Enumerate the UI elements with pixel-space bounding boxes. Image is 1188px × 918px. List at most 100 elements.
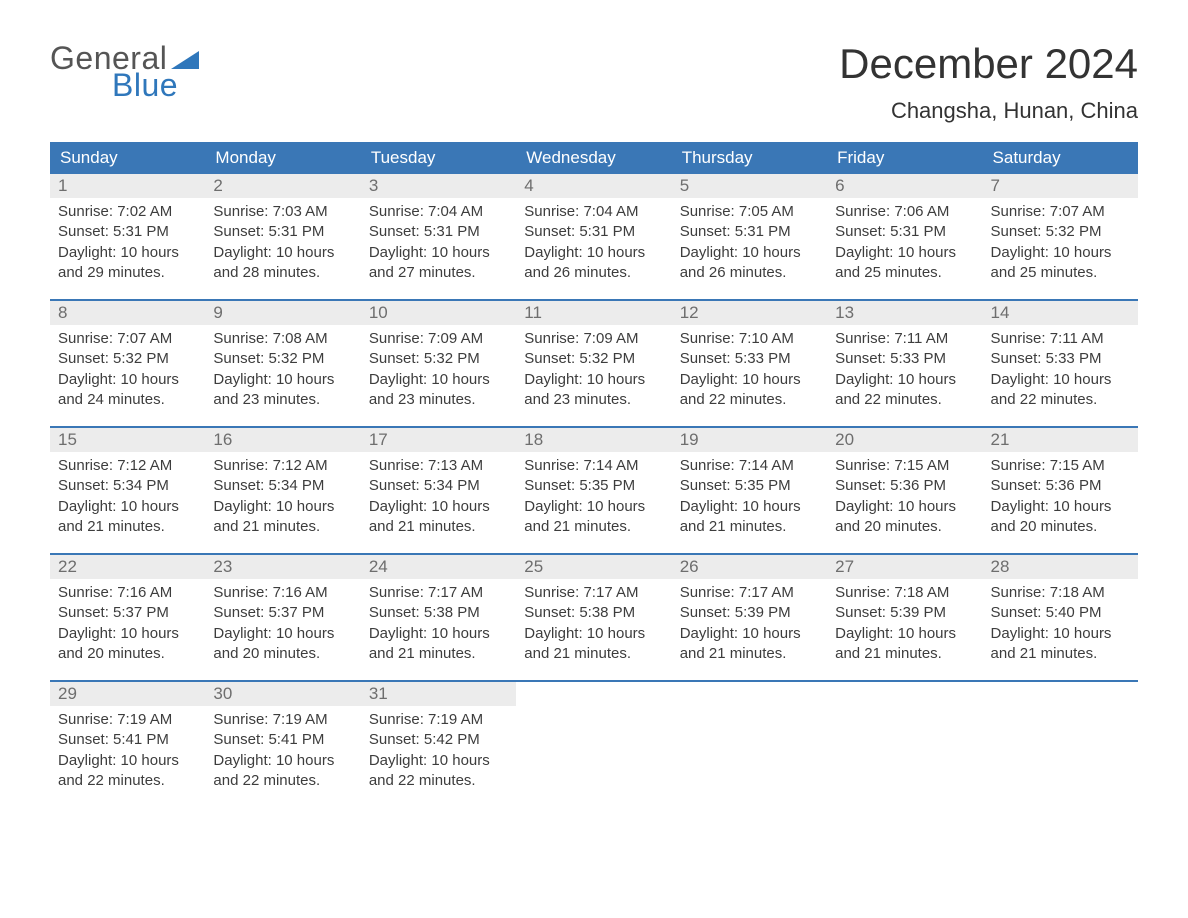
sunset-line: Sunset: 5:32 PM xyxy=(58,349,197,369)
sunrise-line: Sunrise: 7:13 AM xyxy=(369,456,508,476)
calendar-cell: 3Sunrise: 7:04 AMSunset: 5:31 PMDaylight… xyxy=(361,174,516,300)
day-body: Sunrise: 7:15 AMSunset: 5:36 PMDaylight:… xyxy=(983,452,1138,547)
daylight-line: Daylight: 10 hours and 20 minutes. xyxy=(58,624,197,665)
day-number: 1 xyxy=(50,174,205,198)
day-body: Sunrise: 7:13 AMSunset: 5:34 PMDaylight:… xyxy=(361,452,516,547)
calendar-week-row: 8Sunrise: 7:07 AMSunset: 5:32 PMDaylight… xyxy=(50,301,1138,427)
daylight-line: Daylight: 10 hours and 26 minutes. xyxy=(524,243,663,284)
calendar-cell: 14Sunrise: 7:11 AMSunset: 5:33 PMDayligh… xyxy=(983,301,1138,427)
daylight-line: Daylight: 10 hours and 28 minutes. xyxy=(213,243,352,284)
daylight-line: Daylight: 10 hours and 21 minutes. xyxy=(369,497,508,538)
brand-logo: General Blue xyxy=(50,40,199,104)
day-number: 20 xyxy=(827,428,982,452)
sunset-line: Sunset: 5:35 PM xyxy=(524,476,663,496)
day-number: 28 xyxy=(983,555,1138,579)
daylight-line: Daylight: 10 hours and 25 minutes. xyxy=(991,243,1130,284)
calendar-head: SundayMondayTuesdayWednesdayThursdayFrid… xyxy=(50,142,1138,174)
calendar-cell: 11Sunrise: 7:09 AMSunset: 5:32 PMDayligh… xyxy=(516,301,671,427)
sunrise-line: Sunrise: 7:08 AM xyxy=(213,329,352,349)
calendar-cell: 13Sunrise: 7:11 AMSunset: 5:33 PMDayligh… xyxy=(827,301,982,427)
calendar-week-row: 15Sunrise: 7:12 AMSunset: 5:34 PMDayligh… xyxy=(50,428,1138,554)
calendar-week-row: 22Sunrise: 7:16 AMSunset: 5:37 PMDayligh… xyxy=(50,555,1138,681)
calendar-cell: 21Sunrise: 7:15 AMSunset: 5:36 PMDayligh… xyxy=(983,428,1138,554)
weekday-header: Tuesday xyxy=(361,142,516,174)
day-number: 30 xyxy=(205,682,360,706)
daylight-line: Daylight: 10 hours and 21 minutes. xyxy=(991,624,1130,665)
weekday-header: Monday xyxy=(205,142,360,174)
day-body: Sunrise: 7:02 AMSunset: 5:31 PMDaylight:… xyxy=(50,198,205,293)
calendar-cell: 30Sunrise: 7:19 AMSunset: 5:41 PMDayligh… xyxy=(205,682,360,808)
day-number: 14 xyxy=(983,301,1138,325)
day-body: Sunrise: 7:14 AMSunset: 5:35 PMDaylight:… xyxy=(672,452,827,547)
day-number: 17 xyxy=(361,428,516,452)
sunrise-line: Sunrise: 7:11 AM xyxy=(835,329,974,349)
sunrise-line: Sunrise: 7:17 AM xyxy=(680,583,819,603)
calendar-cell: 31Sunrise: 7:19 AMSunset: 5:42 PMDayligh… xyxy=(361,682,516,808)
sunrise-line: Sunrise: 7:19 AM xyxy=(213,710,352,730)
daylight-line: Daylight: 10 hours and 21 minutes. xyxy=(524,497,663,538)
day-number: 3 xyxy=(361,174,516,198)
sunrise-line: Sunrise: 7:16 AM xyxy=(58,583,197,603)
sunset-line: Sunset: 5:31 PM xyxy=(369,222,508,242)
day-number: 19 xyxy=(672,428,827,452)
day-number: 31 xyxy=(361,682,516,706)
daylight-line: Daylight: 10 hours and 27 minutes. xyxy=(369,243,508,284)
sunrise-line: Sunrise: 7:19 AM xyxy=(58,710,197,730)
calendar-cell xyxy=(827,682,982,808)
day-body: Sunrise: 7:03 AMSunset: 5:31 PMDaylight:… xyxy=(205,198,360,293)
weekday-header: Thursday xyxy=(672,142,827,174)
calendar-cell: 28Sunrise: 7:18 AMSunset: 5:40 PMDayligh… xyxy=(983,555,1138,681)
day-number: 8 xyxy=(50,301,205,325)
sunset-line: Sunset: 5:36 PM xyxy=(835,476,974,496)
daylight-line: Daylight: 10 hours and 20 minutes. xyxy=(991,497,1130,538)
daylight-line: Daylight: 10 hours and 22 minutes. xyxy=(213,751,352,792)
day-number: 15 xyxy=(50,428,205,452)
day-number: 22 xyxy=(50,555,205,579)
sunset-line: Sunset: 5:32 PM xyxy=(369,349,508,369)
daylight-line: Daylight: 10 hours and 23 minutes. xyxy=(213,370,352,411)
day-number: 26 xyxy=(672,555,827,579)
day-body: Sunrise: 7:16 AMSunset: 5:37 PMDaylight:… xyxy=(50,579,205,674)
day-body: Sunrise: 7:15 AMSunset: 5:36 PMDaylight:… xyxy=(827,452,982,547)
day-body: Sunrise: 7:07 AMSunset: 5:32 PMDaylight:… xyxy=(983,198,1138,293)
sunrise-line: Sunrise: 7:04 AM xyxy=(524,202,663,222)
sunset-line: Sunset: 5:34 PM xyxy=(58,476,197,496)
day-body: Sunrise: 7:10 AMSunset: 5:33 PMDaylight:… xyxy=(672,325,827,420)
day-number: 13 xyxy=(827,301,982,325)
sunset-line: Sunset: 5:32 PM xyxy=(213,349,352,369)
day-number: 12 xyxy=(672,301,827,325)
sunset-line: Sunset: 5:38 PM xyxy=(524,603,663,623)
sunset-line: Sunset: 5:40 PM xyxy=(991,603,1130,623)
calendar-table: SundayMondayTuesdayWednesdayThursdayFrid… xyxy=(50,142,1138,808)
daylight-line: Daylight: 10 hours and 22 minutes. xyxy=(58,751,197,792)
daylight-line: Daylight: 10 hours and 26 minutes. xyxy=(680,243,819,284)
sunrise-line: Sunrise: 7:12 AM xyxy=(213,456,352,476)
day-body: Sunrise: 7:16 AMSunset: 5:37 PMDaylight:… xyxy=(205,579,360,674)
day-number: 4 xyxy=(516,174,671,198)
calendar-cell: 7Sunrise: 7:07 AMSunset: 5:32 PMDaylight… xyxy=(983,174,1138,300)
page-header: General Blue December 2024 Changsha, Hun… xyxy=(50,40,1138,124)
weekday-header: Sunday xyxy=(50,142,205,174)
daylight-line: Daylight: 10 hours and 25 minutes. xyxy=(835,243,974,284)
calendar-body: 1Sunrise: 7:02 AMSunset: 5:31 PMDaylight… xyxy=(50,174,1138,808)
title-block: December 2024 Changsha, Hunan, China xyxy=(839,40,1138,124)
calendar-cell: 5Sunrise: 7:05 AMSunset: 5:31 PMDaylight… xyxy=(672,174,827,300)
day-body: Sunrise: 7:09 AMSunset: 5:32 PMDaylight:… xyxy=(361,325,516,420)
sunrise-line: Sunrise: 7:09 AM xyxy=(369,329,508,349)
day-number: 7 xyxy=(983,174,1138,198)
daylight-line: Daylight: 10 hours and 21 minutes. xyxy=(835,624,974,665)
daylight-line: Daylight: 10 hours and 22 minutes. xyxy=(835,370,974,411)
day-body: Sunrise: 7:19 AMSunset: 5:41 PMDaylight:… xyxy=(205,706,360,801)
brand-text-blue: Blue xyxy=(112,67,178,104)
daylight-line: Daylight: 10 hours and 21 minutes. xyxy=(680,624,819,665)
weekday-header: Wednesday xyxy=(516,142,671,174)
sunset-line: Sunset: 5:39 PM xyxy=(680,603,819,623)
sunrise-line: Sunrise: 7:15 AM xyxy=(835,456,974,476)
calendar-cell: 23Sunrise: 7:16 AMSunset: 5:37 PMDayligh… xyxy=(205,555,360,681)
sunset-line: Sunset: 5:37 PM xyxy=(58,603,197,623)
calendar-cell xyxy=(516,682,671,808)
calendar-cell: 12Sunrise: 7:10 AMSunset: 5:33 PMDayligh… xyxy=(672,301,827,427)
weekday-header: Friday xyxy=(827,142,982,174)
weekday-row: SundayMondayTuesdayWednesdayThursdayFrid… xyxy=(50,142,1138,174)
sunrise-line: Sunrise: 7:12 AM xyxy=(58,456,197,476)
